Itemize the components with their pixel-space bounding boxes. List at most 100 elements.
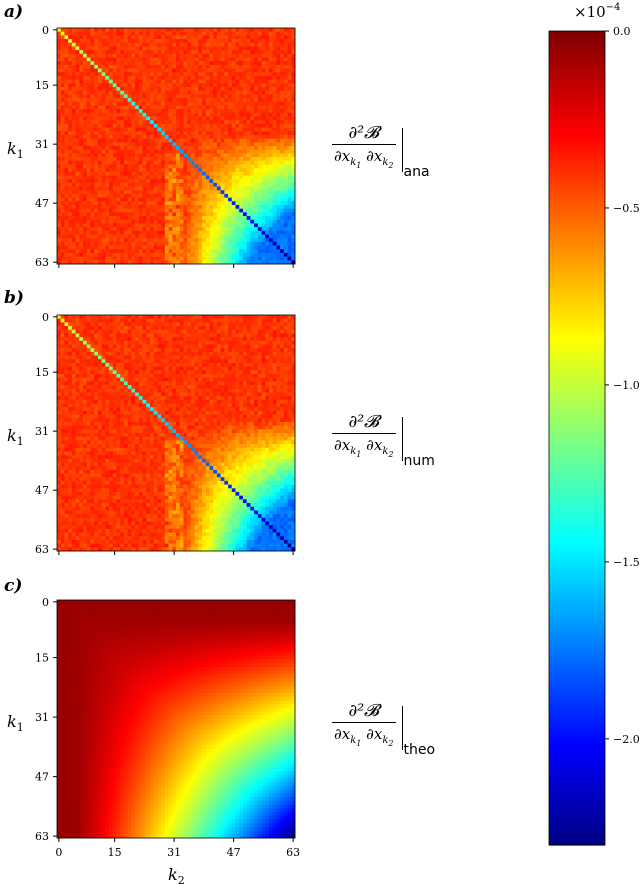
heatmap-cell <box>157 318 162 323</box>
heatmap-cell <box>220 164 225 169</box>
heatmap-cell <box>250 205 255 210</box>
heatmap-cell <box>172 116 177 121</box>
heatmap-cell <box>116 123 121 128</box>
heatmap-cell <box>239 120 244 125</box>
heatmap-cell <box>231 351 236 356</box>
heatmap-cell <box>146 182 151 187</box>
heatmap-cell <box>176 127 181 132</box>
heatmap-cell <box>216 120 221 125</box>
heatmap-cell <box>79 101 84 106</box>
heatmap-cell <box>94 68 99 73</box>
heatmap-cell <box>254 64 259 69</box>
heatmap-cell <box>64 39 69 44</box>
heatmap-cell <box>101 318 106 323</box>
heatmap-cell <box>257 219 262 224</box>
heatmap-cell <box>291 326 296 331</box>
heatmap-cell <box>268 197 274 202</box>
heatmap-cell <box>280 362 285 367</box>
heatmap-cell <box>112 190 117 195</box>
heatmap-cell <box>164 362 169 367</box>
heatmap-cell <box>209 315 214 320</box>
heatmap-cell <box>109 351 114 356</box>
heatmap-cell <box>187 216 192 221</box>
heatmap-cell <box>179 315 184 320</box>
heatmap-cell <box>68 75 73 80</box>
heatmap-cell <box>187 112 192 117</box>
heatmap-cell <box>224 245 229 250</box>
heatmap-cell <box>272 101 277 106</box>
heatmap-cell <box>138 61 143 66</box>
heatmap-cell <box>172 315 177 320</box>
heatmap-cell <box>168 205 173 210</box>
heatmap-cell <box>164 109 169 114</box>
heatmap-cell <box>131 355 136 360</box>
heatmap-cell <box>131 340 136 345</box>
heatmap-cell <box>265 109 270 114</box>
heatmap-cell <box>90 134 95 139</box>
heatmap-cell <box>71 230 76 235</box>
heatmap-cell <box>172 98 177 103</box>
heatmap-cell <box>153 340 158 345</box>
heatmap-cell <box>216 241 221 246</box>
heatmap-cell <box>57 153 62 158</box>
heatmap-cell <box>105 216 110 221</box>
heatmap-cell <box>112 175 117 180</box>
heatmap-cell <box>220 142 225 147</box>
heatmap-cell <box>228 105 233 110</box>
heatmap-cell <box>153 120 158 125</box>
heatmap-cell <box>64 238 69 243</box>
heatmap-cell <box>71 134 76 139</box>
heatmap-cell <box>246 42 251 47</box>
heatmap-cell <box>202 351 207 356</box>
heatmap-cell <box>60 57 65 62</box>
heatmap-cell <box>109 68 114 73</box>
heatmap-cell <box>250 101 255 106</box>
heatmap-cell <box>172 179 177 184</box>
heatmap-cell <box>257 116 262 121</box>
heatmap-cell <box>242 112 248 117</box>
heatmap-cell <box>75 208 80 213</box>
heatmap-cell <box>231 252 236 257</box>
heatmap-cell <box>90 238 95 243</box>
heatmap-cell <box>242 208 248 213</box>
heatmap-cell <box>205 53 210 58</box>
heatmap-cell <box>272 153 277 158</box>
heatmap-cell <box>283 193 288 198</box>
heatmap-cell <box>172 355 177 360</box>
heatmap-cell <box>120 256 125 261</box>
heatmap-cell <box>179 241 184 246</box>
heatmap-cell <box>246 101 251 106</box>
heatmap-cell <box>190 252 195 257</box>
heatmap-cell <box>57 241 62 246</box>
heatmap-cell <box>94 168 99 173</box>
heatmap-cell <box>153 234 158 239</box>
heatmap-cell <box>57 168 62 173</box>
heatmap-cell <box>94 227 99 232</box>
heatmap-cell <box>149 42 155 47</box>
heatmap-cell <box>280 168 285 173</box>
heatmap-cell <box>109 355 114 360</box>
heatmap-cell <box>112 256 117 261</box>
heatmap-cell <box>213 134 218 139</box>
heatmap-cell <box>194 333 199 338</box>
heatmap-cell <box>231 322 236 327</box>
heatmap-cell <box>101 83 106 88</box>
heatmap-cell <box>146 42 151 47</box>
heatmap-cell <box>283 94 288 99</box>
heatmap-cell <box>60 39 65 44</box>
heatmap-cell <box>64 64 69 69</box>
heatmap-cell <box>64 329 69 334</box>
heatmap-cell <box>242 355 248 360</box>
heatmap-cell <box>68 260 73 265</box>
heatmap-cell <box>86 315 91 320</box>
heatmap-cell <box>86 337 91 342</box>
heatmap-cell <box>120 333 125 338</box>
heatmap-cell <box>268 329 274 334</box>
heatmap-cell <box>183 72 188 77</box>
heatmap-cell <box>246 53 251 58</box>
heatmap-cell <box>194 31 199 36</box>
heatmap-cell <box>172 326 177 331</box>
heatmap-cell <box>280 322 285 327</box>
heatmap-cell <box>261 216 266 221</box>
heatmap-cell <box>116 333 121 338</box>
